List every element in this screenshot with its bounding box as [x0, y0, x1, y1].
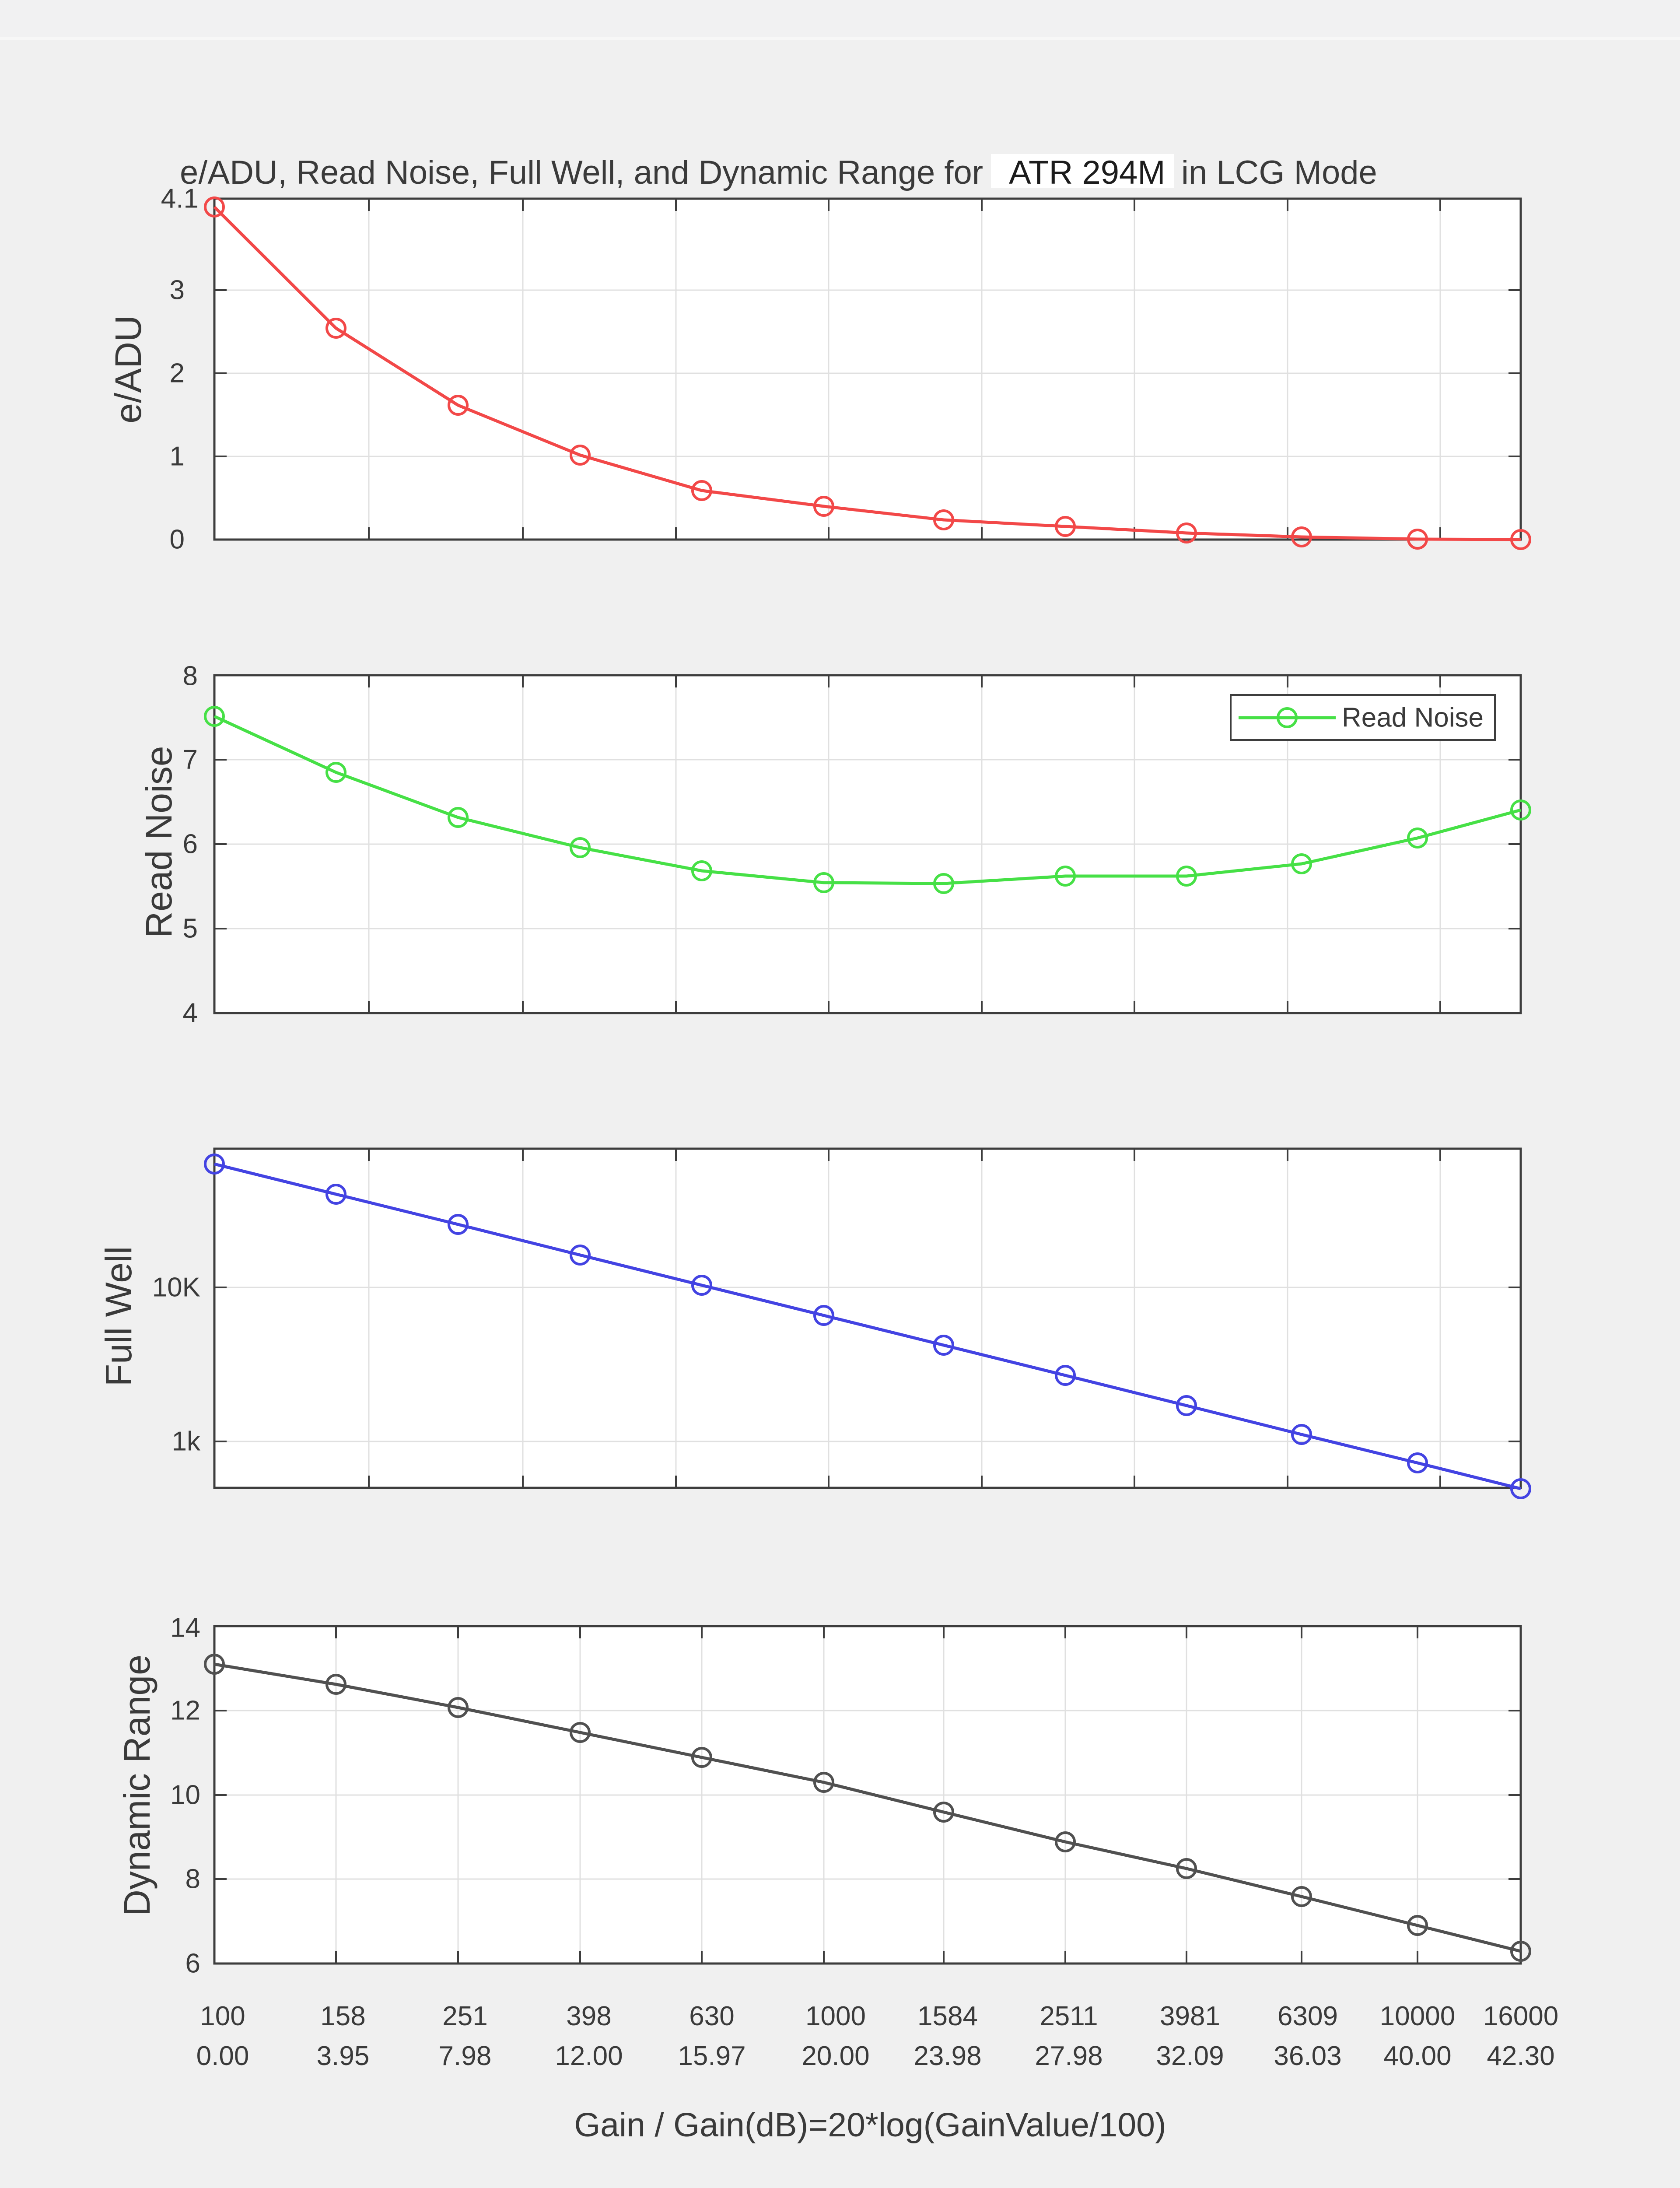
- svg-text:27.98: 27.98: [1035, 2041, 1102, 2071]
- svg-text:1000: 1000: [805, 2001, 866, 2031]
- svg-text:7: 7: [183, 745, 198, 775]
- svg-text:158: 158: [320, 2001, 365, 2031]
- svg-text:4: 4: [183, 998, 198, 1028]
- svg-text:1: 1: [170, 442, 185, 472]
- svg-text:8: 8: [183, 661, 198, 691]
- svg-text:Read Noise: Read Noise: [1342, 703, 1484, 733]
- svg-text:14: 14: [170, 1613, 200, 1643]
- svg-text:1584: 1584: [917, 2001, 978, 2031]
- svg-text:12.00: 12.00: [555, 2041, 623, 2071]
- svg-text:2511: 2511: [1040, 2001, 1098, 2031]
- svg-text:3981: 3981: [1160, 2001, 1220, 2031]
- svg-text:251: 251: [442, 2001, 487, 2031]
- svg-text:Gain / Gain(dB)=20*log(GainVal: Gain / Gain(dB)=20*log(GainValue/100): [574, 2106, 1166, 2144]
- svg-text:e/ADU, Read Noise, Full Well,: e/ADU, Read Noise, Full Well, and Dynami…: [180, 154, 983, 191]
- svg-text:10K: 10K: [152, 1273, 200, 1303]
- svg-text:0: 0: [170, 525, 185, 555]
- svg-text:15.97: 15.97: [678, 2041, 746, 2071]
- svg-text:40.00: 40.00: [1383, 2041, 1451, 2071]
- svg-text:630: 630: [689, 2001, 734, 2031]
- svg-text:6: 6: [186, 1949, 200, 1979]
- svg-text:23.98: 23.98: [914, 2041, 981, 2071]
- svg-text:12: 12: [170, 1696, 200, 1726]
- svg-text:3.95: 3.95: [317, 2041, 370, 2071]
- svg-text:3: 3: [170, 275, 185, 305]
- svg-text:0.00: 0.00: [196, 2041, 249, 2071]
- svg-text:8: 8: [186, 1864, 200, 1894]
- svg-text:20.00: 20.00: [802, 2041, 869, 2071]
- svg-text:16000: 16000: [1483, 2001, 1558, 2031]
- svg-text:42.30: 42.30: [1487, 2041, 1554, 2071]
- svg-text:1k: 1k: [172, 1427, 201, 1457]
- svg-text:5: 5: [183, 914, 198, 944]
- svg-text:Full Well: Full Well: [98, 1246, 139, 1387]
- svg-text:in LCG Mode: in LCG Mode: [1181, 154, 1377, 191]
- svg-text:ATR 294M: ATR 294M: [1009, 154, 1166, 191]
- svg-text:36.03: 36.03: [1274, 2041, 1341, 2071]
- svg-text:100: 100: [200, 2001, 245, 2031]
- svg-text:10: 10: [170, 1780, 200, 1810]
- svg-text:32.09: 32.09: [1156, 2041, 1224, 2071]
- svg-text:6309: 6309: [1278, 2001, 1338, 2031]
- svg-text:7.98: 7.98: [439, 2041, 492, 2071]
- svg-text:e/ADU: e/ADU: [108, 315, 149, 423]
- svg-text:6: 6: [183, 829, 198, 859]
- svg-text:Dynamic Range: Dynamic Range: [116, 1655, 158, 1916]
- svg-text:4.1: 4.1: [161, 184, 199, 214]
- svg-text:Read Noise: Read Noise: [138, 746, 179, 938]
- svg-text:398: 398: [566, 2001, 611, 2031]
- svg-text:2: 2: [170, 358, 185, 389]
- svg-text:10000: 10000: [1380, 2001, 1455, 2031]
